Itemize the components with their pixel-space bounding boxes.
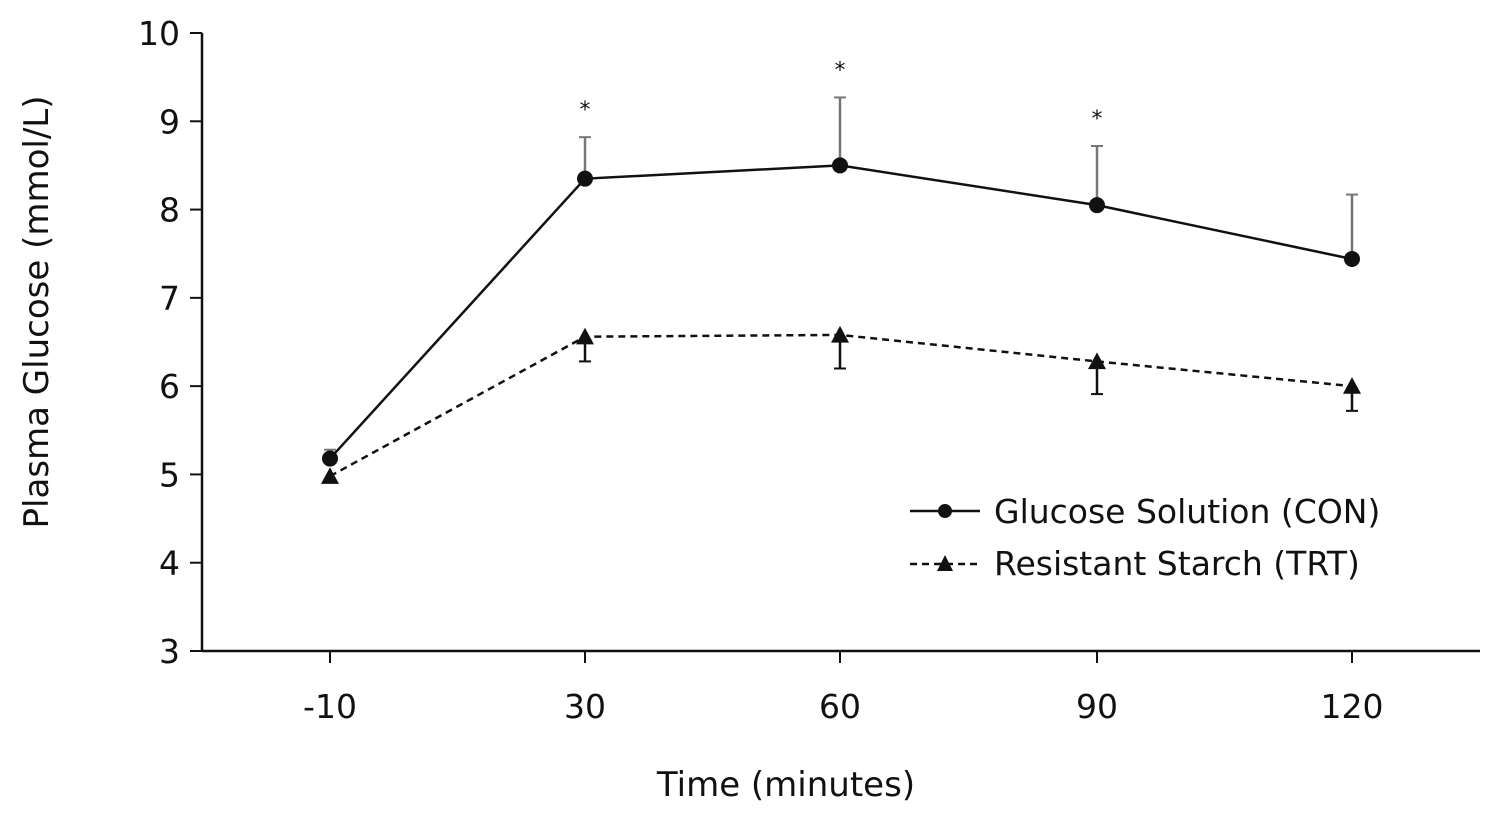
significance-star: * [580,98,591,123]
data-point-circle [322,450,338,467]
y-axis-title: Plasma Glucose (mmol/L) [17,96,57,529]
data-point-triangle [1343,377,1361,394]
data-point-triangle [321,467,339,484]
legend-label-trt: Resistant Starch (TRT) [994,544,1360,583]
x-axis-title: Time (minutes) [656,765,915,805]
legend-marker-con [938,504,952,518]
y-tick-label: 4 [159,544,180,583]
data-point-circle [832,157,848,174]
significance-star: * [1092,107,1103,132]
y-tick-label: 9 [159,102,180,141]
x-ticks: -10 30 60 90 120 [303,651,1384,726]
data-point-triangle [1088,352,1106,370]
legend-item-trt: Resistant Starch (TRT) [910,544,1360,583]
significance-star: * [835,58,846,83]
legend-label-con: Glucose Solution (CON) [994,492,1380,531]
series-con [322,96,1360,467]
y-tick-label: 8 [159,191,180,230]
data-point-circle [1344,251,1360,268]
y-tick-label: 10 [138,14,180,53]
data-point-triangle [576,327,594,345]
x-tick-label: 120 [1321,687,1384,726]
y-tick-label: 6 [159,367,180,406]
series-line [329,164,1353,460]
data-point-circle [577,170,593,187]
data-point-triangle [831,325,849,343]
y-tick-label: 3 [159,632,180,671]
y-ticks: 3 4 5 6 7 8 9 10 [138,14,202,671]
data-point-circle [1089,197,1105,214]
legend: Glucose Solution (CON) Resistant Starch … [910,492,1380,583]
x-tick-label: -10 [303,687,357,726]
annotation-layer: * * * [580,58,1103,132]
x-tick-label: 30 [564,687,606,726]
x-tick-label: 60 [819,687,861,726]
x-tick-label: 90 [1076,687,1118,726]
y-tick-label: 5 [159,455,180,494]
series-layer [321,96,1361,484]
y-tick-label: 7 [159,279,180,318]
series-trt [321,325,1361,484]
legend-marker-trt [937,555,953,571]
legend-item-con: Glucose Solution (CON) [910,492,1380,531]
